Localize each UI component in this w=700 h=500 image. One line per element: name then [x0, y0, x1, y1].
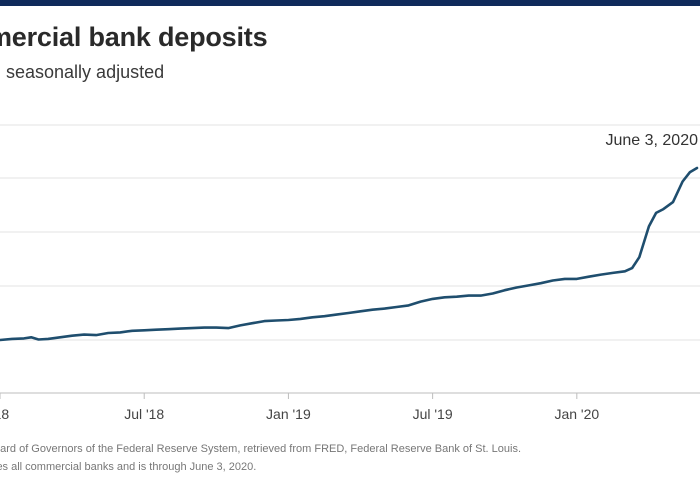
x-tick-label-2: Jan '19 [266, 406, 311, 422]
footnote-coverage: ies all commercial banks and is through … [0, 461, 257, 473]
x-tick-label-4: Jan '20 [554, 406, 599, 422]
x-axis-ticks: '18 Jul '18 Jan '19 Jul '19 Jan '20 [0, 393, 599, 422]
x-tick-label-3: Jul '19 [413, 406, 453, 422]
x-tick-label-0: '18 [0, 406, 9, 422]
footnote-source: oard of Governors of the Federal Reserve… [0, 443, 521, 455]
series-line-0 [0, 166, 699, 342]
latest-date-annotation: June 3, 2020 [605, 132, 698, 149]
grid-lines [0, 124, 700, 394]
chart-title: mercial bank deposits [0, 22, 268, 52]
x-tick-label-1: Jul '18 [124, 406, 164, 422]
top-accent-bar [0, 0, 700, 6]
chart-subtitle: , seasonally adjusted [0, 62, 165, 82]
series-line-layer [0, 166, 699, 342]
